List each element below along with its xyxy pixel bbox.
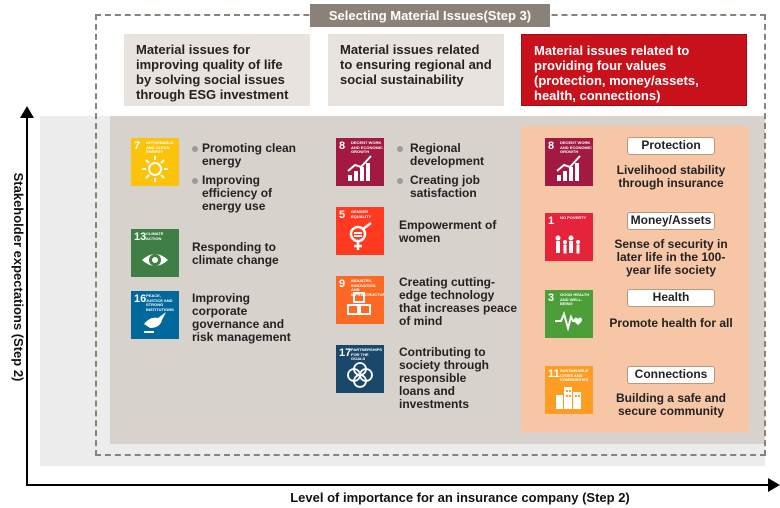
sdg-3-tile: 3 GOOD HEALTH AND WELL-BEING [545, 290, 593, 338]
sdg-number: 8 [548, 140, 555, 152]
sdg-13-tile: 13 CLIMATE ACTION [131, 229, 179, 277]
value-label-health: Health [627, 289, 715, 307]
x-axis-label: Level of importance for an insurance com… [290, 490, 630, 505]
background-band-left [40, 116, 110, 466]
family-icon [555, 235, 580, 254]
issue-regional-development: Regional development [410, 141, 485, 168]
column-header-four-values: Material issues related to providing fou… [521, 34, 747, 106]
column-header-esg: Material issues for improving quality of… [124, 34, 310, 106]
sdg-9-tile: 9 INDUSTRY, INNOVATION AND INFRASTRUCTUR… [336, 276, 384, 324]
y-axis-arrow [20, 106, 34, 118]
value-desc-money-assets: Sense of security in later life in the 1… [614, 237, 728, 277]
bullet-dot [397, 178, 403, 184]
sdg-caption: INDUSTRY, INNOVATION AND INFRASTRUCTURE [351, 278, 384, 297]
sun-icon [142, 156, 168, 182]
sdg-number: 11 [548, 368, 560, 380]
sdg-1-tile: 1 NO POVERTY [545, 213, 593, 261]
sdg-caption: CLIMATE ACTION [146, 231, 164, 241]
value-desc-connections: Building a safe and secure community [615, 391, 726, 418]
sdg-7-tile: 7 AFFORDABLE AND CLEAN ENERGY [131, 138, 179, 186]
value-label-protection: Protection [627, 137, 715, 155]
sdg-number: 17 [339, 347, 352, 359]
issue-energy-efficiency: Improving efficiency of energy use [202, 173, 273, 213]
x-axis-arrow [768, 478, 780, 492]
sdg-11-tile: 11 SUSTAINABLE CITIES AND COMMUNITIES [545, 366, 593, 414]
issue-job-satisfaction: Creating job satisfaction [410, 173, 481, 200]
dove-icon [144, 312, 166, 333]
sdg-number: 9 [339, 278, 346, 290]
sdg-number: 8 [339, 140, 346, 152]
sdg-8-tile: 8 DECENT WORK AND ECONOMIC GROWTH [545, 138, 593, 186]
flower-icon [347, 362, 373, 388]
issue-cutting-edge-technology: Creating cutting-edge technology that in… [399, 275, 518, 328]
heartbeat-icon [555, 311, 583, 332]
column-header-regional: Material issues related to ensuring regi… [328, 34, 504, 106]
value-desc-protection: Livelihood stability through insurance [616, 163, 726, 190]
value-label-money-assets: Money/Assets [627, 212, 715, 230]
issue-clean-energy: Promoting clean energy [202, 141, 297, 168]
sdg-caption: GENDER EQUALITY [351, 209, 372, 219]
x-axis [26, 484, 772, 486]
value-label-connections: Connections [627, 366, 715, 384]
cubes-icon [347, 292, 371, 315]
bullet-dot [397, 146, 403, 152]
sdg-number: 7 [134, 140, 141, 152]
growth-chart-icon [556, 155, 581, 181]
sdg-number: 13 [134, 231, 147, 243]
issue-governance: Improving corporate governance and risk … [192, 291, 291, 344]
sdg-number: 16 [134, 293, 147, 305]
eye-globe-icon [142, 254, 168, 266]
sdg-caption: PARTNERSHIPS FOR THE GOALS [351, 347, 383, 361]
buildings-icon [556, 387, 581, 409]
growth-chart-icon [347, 155, 372, 181]
sdg-caption: DECENT WORK AND ECONOMIC GROWTH [560, 140, 592, 154]
y-axis [26, 116, 28, 486]
sdg-8-tile: 8 DECENT WORK AND ECONOMIC GROWTH [336, 138, 384, 186]
sdg-number: 1 [548, 215, 555, 227]
sdg-number: 3 [548, 292, 555, 304]
sdg-17-tile: 17 PARTNERSHIPS FOR THE GOALS [336, 345, 384, 393]
y-axis-label: Stakeholder expectations (Step 2) [11, 172, 26, 382]
issue-climate-change: Responding to climate change [192, 240, 279, 267]
issue-responsible-investment: Contributing to society through responsi… [399, 345, 490, 411]
bullet-dot [192, 178, 198, 184]
sdg-caption: AFFORDABLE AND CLEAN ENERGY [146, 140, 174, 154]
sdg-5-tile: 5 GENDER EQUALITY [336, 207, 384, 255]
sdg-number: 5 [339, 209, 346, 221]
sdg-caption: PEACE, JUSTICE AND STRONG INSTITUTIONS [146, 293, 174, 312]
sdg-caption: GOOD HEALTH AND WELL-BEING [560, 292, 590, 306]
sdg-caption: DECENT WORK AND ECONOMIC GROWTH [351, 140, 383, 154]
step3-title: Selecting Material Issues(Step 3) [310, 4, 550, 27]
sdg-caption: NO POVERTY [560, 215, 587, 220]
sdg-caption: SUSTAINABLE CITIES AND COMMUNITIES [560, 368, 589, 382]
issue-empowerment-women: Empowerment of women [399, 218, 497, 245]
bullet-dot [192, 146, 198, 152]
gender-equality-icon [349, 222, 372, 250]
value-desc-health: Promote health for all [609, 316, 733, 330]
sdg-16-tile: 16 PEACE, JUSTICE AND STRONG INSTITUTION… [131, 291, 179, 339]
